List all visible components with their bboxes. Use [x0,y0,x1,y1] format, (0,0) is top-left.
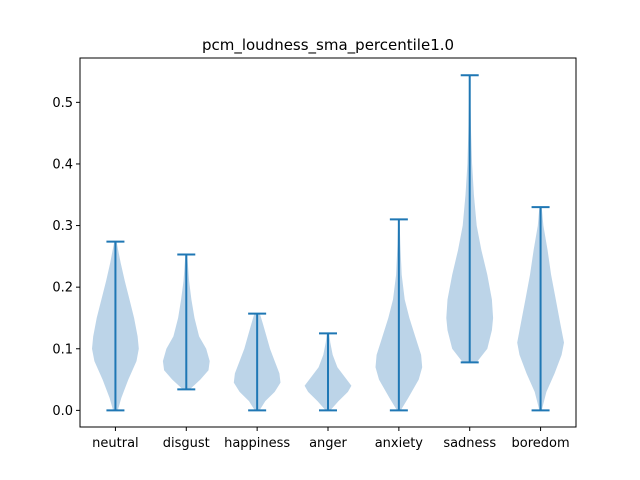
x-tick-label: happiness [224,436,290,451]
x-tick-label: boredom [512,436,570,451]
x-tick-label: anger [309,436,347,451]
chart-title: pcm_loudness_sma_percentile1.0 [202,36,454,55]
y-tick-label: 0.2 [52,281,73,296]
y-tick-label: 0.0 [52,404,73,419]
y-tick-label: 0.1 [52,342,73,357]
y-axis: 0.0 0.1 0.2 0.3 0.4 0.5 [52,96,80,419]
violins-layer [92,74,564,412]
x-tick-label: sadness [443,436,496,451]
x-tick-label: neutral [92,436,139,451]
y-tick-label: 0.3 [52,219,73,234]
y-tick-label: 0.4 [52,157,73,172]
y-tick-label: 0.5 [52,96,73,111]
x-axis: neutral disgust happiness anger anxiety sadne… [92,427,570,451]
x-tick-label: disgust [163,436,210,451]
x-tick-label: anxiety [375,436,424,451]
